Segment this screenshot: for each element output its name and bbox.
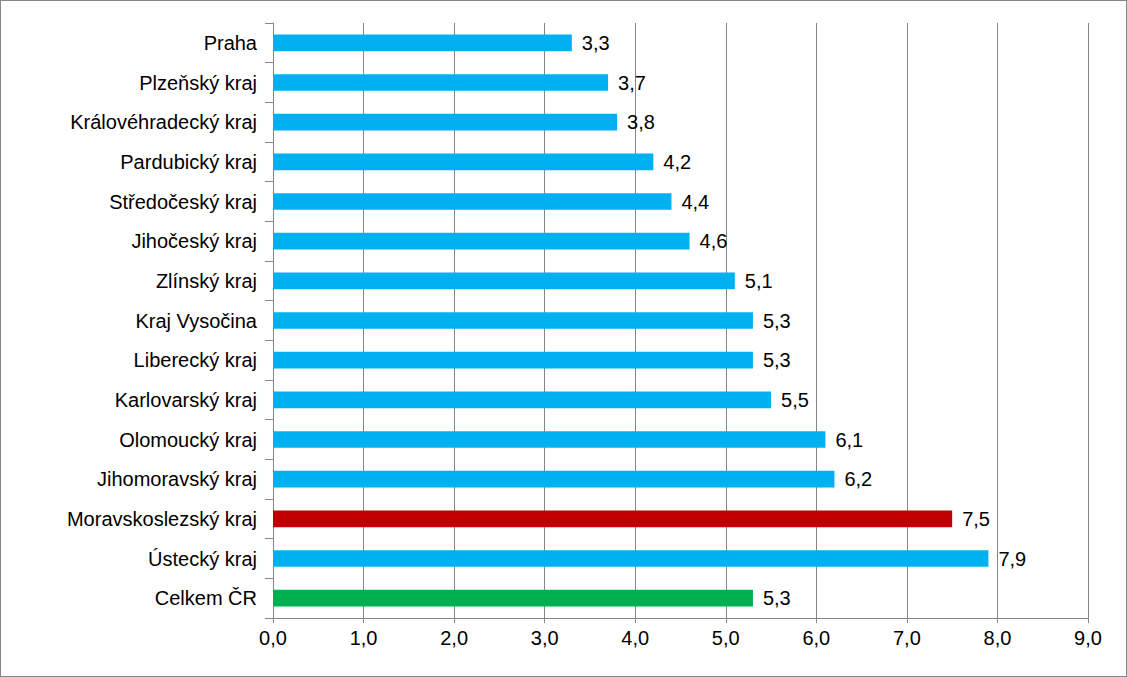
svg-text:5,3: 5,3 [763, 310, 791, 332]
svg-text:3,7: 3,7 [618, 72, 646, 94]
svg-text:7,5: 7,5 [962, 508, 990, 530]
svg-text:Kraj Vysočina: Kraj Vysočina [135, 310, 257, 332]
svg-text:2,0: 2,0 [440, 627, 468, 649]
svg-text:6,1: 6,1 [835, 429, 863, 451]
svg-text:Ústecký kraj: Ústecký kraj [148, 548, 257, 570]
svg-text:4,4: 4,4 [681, 191, 709, 213]
svg-text:8,0: 8,0 [984, 627, 1012, 649]
svg-text:Olomoucký kraj: Olomoucký kraj [119, 429, 257, 451]
svg-text:3,8: 3,8 [627, 111, 655, 133]
svg-text:Plzeňský kraj: Plzeňský kraj [139, 72, 257, 94]
svg-text:9,0: 9,0 [1074, 627, 1102, 649]
svg-text:Karlovarský kraj: Karlovarský kraj [115, 389, 257, 411]
svg-text:Královéhradecký kraj: Královéhradecký kraj [70, 111, 257, 133]
svg-text:Pardubický kraj: Pardubický kraj [120, 151, 257, 173]
svg-text:7,9: 7,9 [998, 548, 1026, 570]
svg-text:4,2: 4,2 [663, 151, 691, 173]
svg-text:Liberecký kraj: Liberecký kraj [134, 349, 257, 371]
svg-text:6,2: 6,2 [844, 468, 872, 490]
svg-text:5,0: 5,0 [712, 627, 740, 649]
svg-text:Celkem ČR: Celkem ČR [155, 587, 257, 609]
svg-text:5,3: 5,3 [763, 587, 791, 609]
svg-text:0,0: 0,0 [259, 627, 287, 649]
svg-text:6,0: 6,0 [802, 627, 830, 649]
svg-text:7,0: 7,0 [893, 627, 921, 649]
svg-text:4,0: 4,0 [621, 627, 649, 649]
svg-text:Jihočeský kraj: Jihočeský kraj [131, 230, 257, 252]
svg-text:3,0: 3,0 [531, 627, 559, 649]
svg-text:5,5: 5,5 [781, 389, 809, 411]
svg-text:3,3: 3,3 [582, 32, 610, 54]
svg-text:4,6: 4,6 [700, 230, 728, 252]
svg-text:Středočeský kraj: Středočeský kraj [109, 191, 257, 213]
svg-text:Zlínský kraj: Zlínský kraj [156, 270, 257, 292]
svg-text:Moravskoslezský kraj: Moravskoslezský kraj [67, 508, 257, 530]
svg-text:1,0: 1,0 [350, 627, 378, 649]
svg-text:5,1: 5,1 [745, 270, 773, 292]
svg-text:Praha: Praha [204, 32, 258, 54]
svg-text:5,3: 5,3 [763, 349, 791, 371]
svg-text:Jihomoravský kraj: Jihomoravský kraj [97, 468, 257, 490]
